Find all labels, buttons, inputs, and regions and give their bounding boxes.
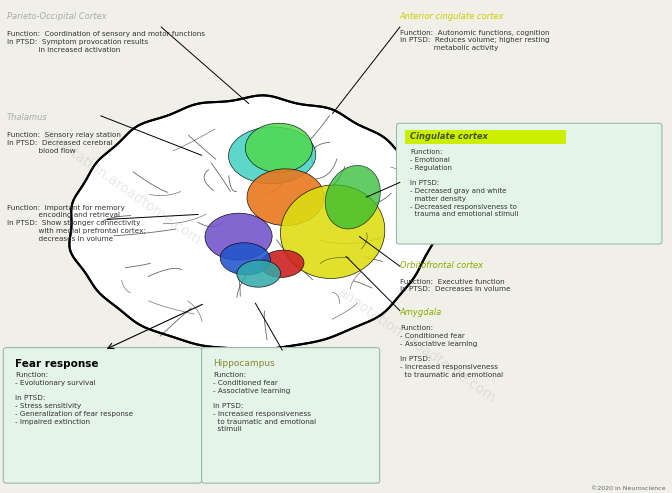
Ellipse shape (261, 250, 304, 278)
Text: Function:  Sensory relay station
In PTSD:  Decreased cerebral
              bloo: Function: Sensory relay station In PTSD:… (7, 132, 120, 154)
Text: Orbitofrontal cortex: Orbitofrontal cortex (400, 261, 483, 270)
Text: annotation.aroadtome.com: annotation.aroadtome.com (335, 285, 499, 405)
Text: Function:  Executive function
In PTSD:  Decreases in volume: Function: Executive function In PTSD: De… (400, 279, 510, 292)
Text: Anterior cingulate cortex: Anterior cingulate cortex (400, 12, 505, 21)
Text: Hippocampus: Hippocampus (213, 359, 275, 368)
FancyBboxPatch shape (3, 348, 202, 483)
Ellipse shape (247, 169, 325, 226)
Ellipse shape (205, 213, 272, 260)
FancyBboxPatch shape (202, 348, 380, 483)
Text: Function:  Autonomic functions, cognition
In PTSD:  Reduces volume; higher resti: Function: Autonomic functions, cognition… (400, 30, 550, 51)
Ellipse shape (220, 243, 270, 275)
Text: Function:
- Conditioned fear
- Associative learning

In PTSD:
- Increased respon: Function: - Conditioned fear - Associati… (400, 325, 503, 378)
Text: Function:
- Conditioned fear
- Associative learning

In PTSD:
- Increased respon: Function: - Conditioned fear - Associati… (213, 372, 316, 432)
Ellipse shape (245, 123, 312, 173)
Text: Function:
- Emotional
- Regulation

In PTSD:
- Decreased gray and white
  matter: Function: - Emotional - Regulation In PT… (410, 149, 518, 217)
Text: Fear response: Fear response (15, 359, 98, 369)
Polygon shape (69, 95, 436, 349)
Text: annotation.aroadtome.com: annotation.aroadtome.com (39, 127, 203, 247)
Text: ©2020 in Neuroscience: ©2020 in Neuroscience (591, 486, 665, 491)
Text: Function:  Coordination of sensory and motor functions
In PTSD:  Symptom provoca: Function: Coordination of sensory and mo… (7, 31, 205, 53)
FancyBboxPatch shape (396, 123, 662, 244)
Ellipse shape (280, 185, 385, 279)
Text: Function:  Important for memory
              encoding and retrieval
In PTSD:  S: Function: Important for memory encoding … (7, 205, 145, 242)
Text: Thalamus: Thalamus (7, 113, 48, 122)
Ellipse shape (237, 260, 280, 287)
FancyBboxPatch shape (405, 130, 566, 144)
Text: Parieto-Occipital Cortex: Parieto-Occipital Cortex (7, 12, 106, 21)
Ellipse shape (325, 166, 380, 229)
Ellipse shape (228, 127, 316, 184)
Text: Function:
- Evolutionary survival

In PTSD:
- Stress sensitivity
- Generalizatio: Function: - Evolutionary survival In PTS… (15, 372, 133, 424)
Text: Cingulate cortex: Cingulate cortex (410, 132, 488, 141)
Text: Amygdala: Amygdala (400, 308, 442, 317)
